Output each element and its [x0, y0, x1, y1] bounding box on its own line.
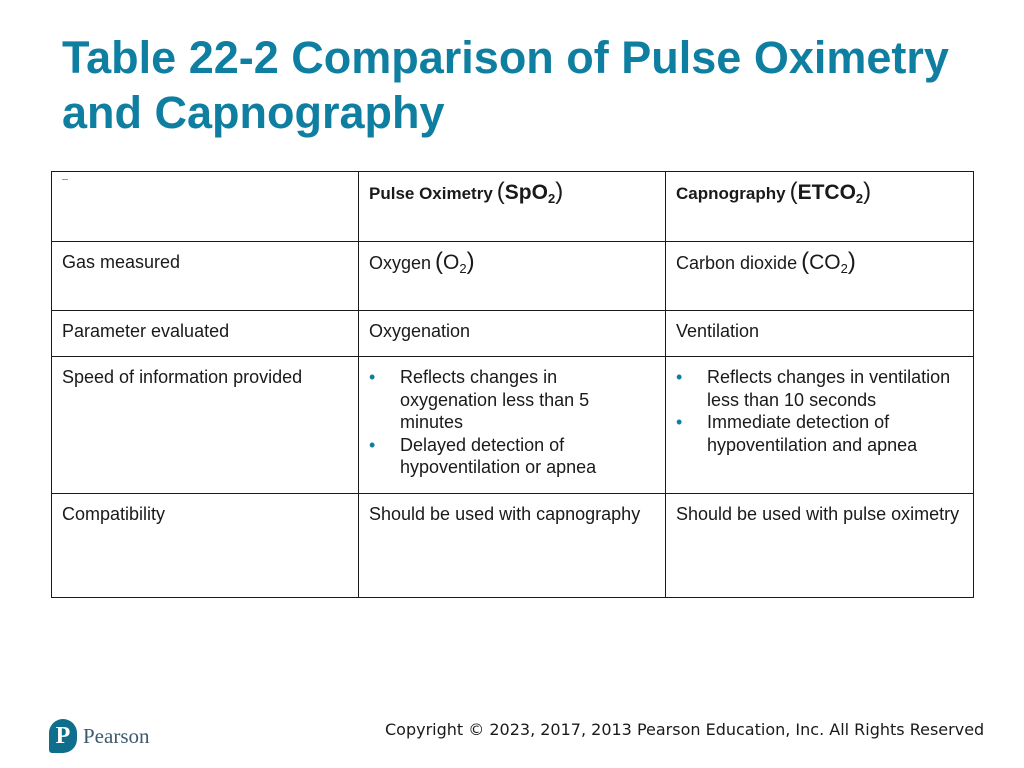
bullet-list: • Reflects changes in ventilation less th…: [676, 366, 963, 456]
list-item: • Reflects changes in ventilation less th…: [676, 367, 951, 410]
list-item: • Reflects changes in oxygenation less th…: [369, 367, 590, 432]
bullet-icon: •: [676, 412, 683, 432]
table-header-row: Pulse Oximetry (SpO2) Capnography (ETCO2): [51, 171, 974, 242]
table-cell: • Reflects changes in oxygenation less th…: [358, 356, 666, 494]
formula-co2: (CO2): [801, 248, 856, 276]
row-label: Gas measured: [51, 241, 359, 311]
row-label: Compatibility: [51, 493, 359, 598]
table-row: Compatibility Should be used with capnog…: [51, 493, 974, 598]
table-cell: Carbon dioxide (CO2): [665, 241, 974, 311]
table-cell: Oxygen (O2): [358, 241, 666, 311]
table-row: Parameter evaluated Oxygenation Ventilat…: [51, 310, 974, 357]
formula-etco2: (ETCO2): [789, 178, 872, 206]
slide-title: Table 22-2 Comparison of Pulse Oximetry …: [62, 32, 949, 138]
table-cell: • Reflects changes in ventilation less th…: [665, 356, 974, 494]
header-cell-capnography: Capnography (ETCO2): [665, 171, 974, 242]
formula-spo2: (SpO2): [496, 178, 564, 206]
pearson-p-icon: P: [49, 719, 77, 753]
logo-wordmark: Pearson: [83, 723, 150, 748]
header-label: Pulse Oximetry: [369, 184, 493, 203]
bullet-list: • Reflects changes in oxygenation less th…: [369, 366, 655, 479]
empty-marker: [62, 179, 68, 180]
header-cell-pulse-oximetry: Pulse Oximetry (SpO2): [358, 171, 666, 242]
comparison-table: Pulse Oximetry (SpO2) Capnography (ETCO2) …: [51, 171, 974, 598]
table-row: Gas measured Oxygen (O2) Carbon dioxide (C…: [51, 241, 974, 311]
bullet-icon: •: [676, 367, 683, 387]
bullet-icon: •: [369, 367, 376, 387]
bullet-icon: •: [369, 434, 376, 455]
table-cell: Should be used with pulse oximetry: [665, 493, 974, 598]
list-item: • Delayed detection of hypoventilation or…: [369, 434, 597, 478]
table-cell: Ventilation: [665, 310, 974, 357]
table-cell: Should be used with capnography: [358, 493, 666, 598]
table-cell: Oxygenation: [358, 310, 666, 357]
header-cell-empty: [51, 171, 359, 242]
copyright-notice: Copyright © 2023, 2017, 2013 Pearson Edu…: [385, 720, 985, 739]
row-label: Speed of information provided: [51, 356, 359, 494]
table-row: Speed of information provided • Reflects …: [51, 356, 974, 494]
header-label: Capnography: [676, 184, 786, 203]
row-label: Parameter evaluated: [51, 310, 359, 357]
formula-o2: (O2): [435, 248, 475, 276]
list-item: • Immediate detection of hypoventilation …: [676, 412, 918, 455]
pearson-logo: P Pearson: [49, 718, 150, 754]
